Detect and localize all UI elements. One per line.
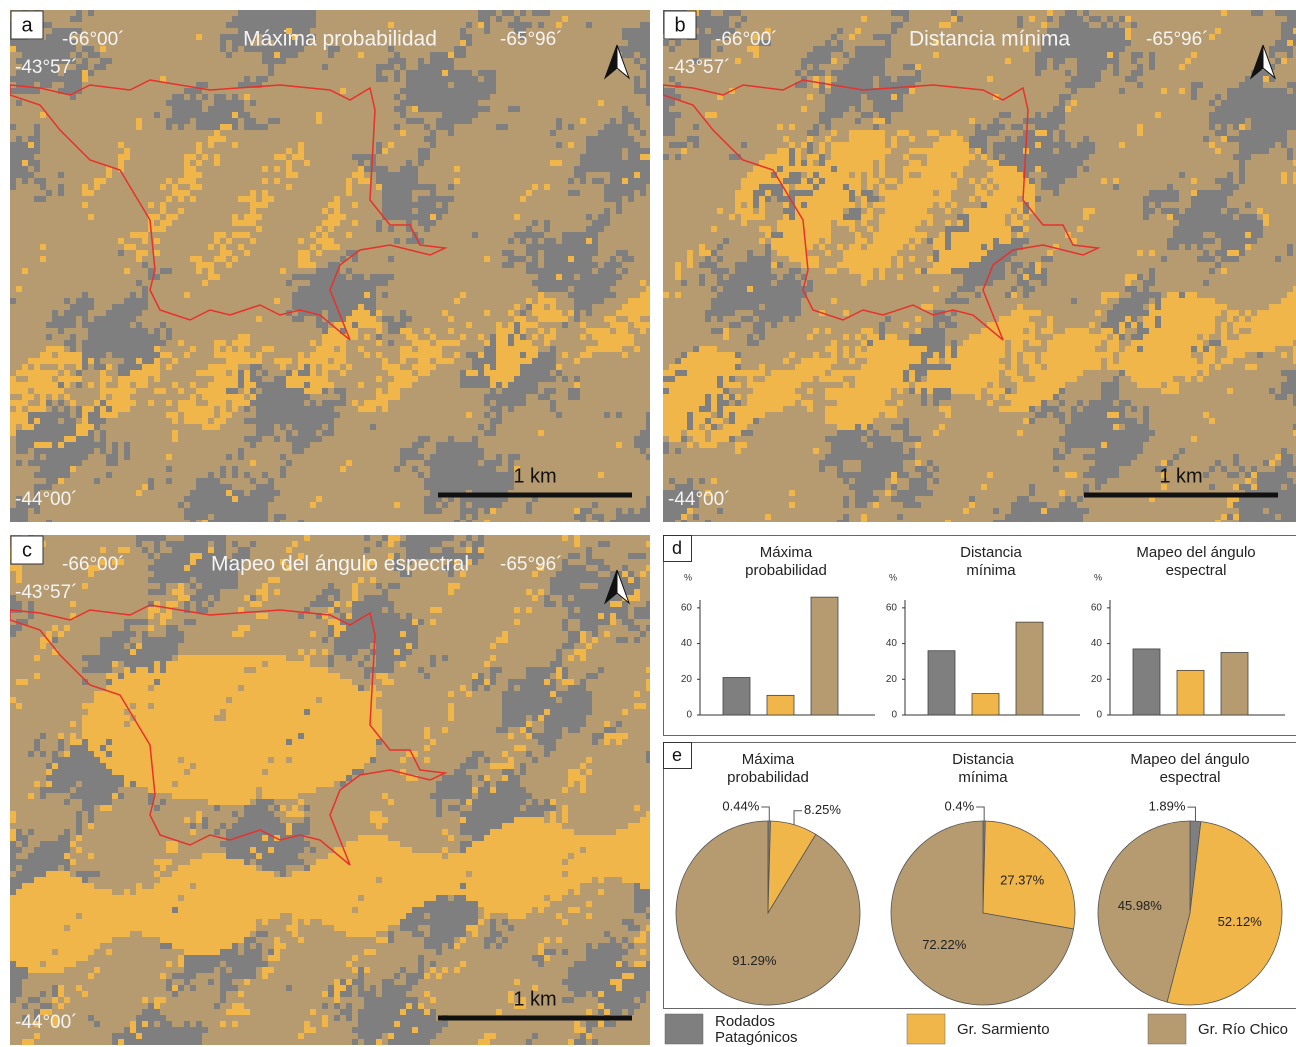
map: c -66°00´ Mapeo del ángulo espectral -65°96…: [10, 535, 652, 1045]
leader-line: [1187, 807, 1195, 821]
chart-title: Distancia mínima: [951, 544, 1031, 580]
bar: [1133, 649, 1160, 715]
y-tick-label: 0: [1096, 710, 1102, 721]
panel-label: d: [672, 538, 682, 558]
pie-slice: [676, 821, 860, 1005]
y-tick-label: 20: [681, 674, 693, 685]
latitude-label: -43°57´: [668, 57, 731, 78]
y-axis-label: %: [684, 572, 692, 582]
latitude-label: -43°57´: [15, 57, 78, 78]
data-label: 0.44%: [722, 798, 759, 813]
y-tick-label: 40: [1091, 638, 1103, 649]
y-tick-label: 0: [891, 710, 897, 721]
chart-title: Mapeo del ángulo espectral: [1121, 544, 1271, 580]
data-label: 27.37%: [1000, 872, 1045, 887]
y-tick-label: 20: [1091, 674, 1103, 685]
data-label: 91.29%: [732, 953, 777, 968]
bar: [811, 597, 838, 715]
panel-label: c: [22, 539, 32, 561]
scale-label: 1 km: [513, 988, 556, 1010]
y-tick-label: 20: [886, 674, 898, 685]
map-title: Máxima probabilidad: [243, 28, 437, 51]
longitude-label: -66°00´: [715, 29, 778, 50]
longitude-label: -65°96´: [1146, 29, 1209, 50]
bar: [723, 678, 750, 716]
longitude-label: -66°00´: [62, 554, 125, 575]
legend-label: Gr. Sarmiento: [957, 1022, 1097, 1038]
data-label: 0.4%: [945, 798, 975, 813]
data-label: 52.12%: [1218, 914, 1263, 929]
leader-line: [794, 811, 802, 825]
legend-swatch: [665, 1014, 703, 1044]
data-label: 45.98%: [1118, 898, 1163, 913]
figure-canvas: a -66°00´ Máxima probabilidad -65°96´ -43°57…: [0, 0, 1296, 1047]
chart-title: Mapeo del ángulo espectral: [1115, 751, 1265, 787]
data-label: 72.22%: [922, 937, 967, 952]
legend-label: Rodados Patagónicos: [715, 1014, 815, 1046]
y-tick-label: 60: [886, 602, 898, 613]
scale-label: 1 km: [513, 465, 556, 487]
y-tick-label: 0: [686, 710, 692, 721]
y-tick-label: 60: [1091, 602, 1103, 613]
latitude-label: -44°00´: [15, 489, 78, 510]
bar: [1177, 670, 1204, 715]
latitude-label: -44°00´: [668, 489, 731, 510]
data-label: 1.89%: [1149, 799, 1186, 814]
map-title: Mapeo del ángulo espectral: [211, 553, 469, 576]
bar: [1016, 622, 1043, 715]
map-title: Distancia mínima: [909, 28, 1070, 51]
data-label: 8.25%: [804, 802, 841, 817]
longitude-label: -65°96´: [500, 29, 563, 50]
longitude-label: -66°00´: [62, 29, 125, 50]
legend-swatch: [1148, 1014, 1186, 1044]
y-tick-label: 40: [886, 638, 898, 649]
panel-label: a: [21, 14, 33, 36]
chart-title: Distancia mínima: [943, 751, 1023, 787]
leader-line: [761, 807, 769, 821]
figure: a -66°00´ Máxima probabilidad -65°96´ -43°57…: [0, 0, 1296, 1047]
bar: [928, 651, 955, 715]
leader-line: [976, 807, 984, 821]
legend-swatch: [907, 1014, 945, 1044]
y-axis-label: %: [1094, 572, 1102, 582]
bar: [972, 694, 999, 715]
chart-title: Máxima probabilidad: [713, 751, 823, 787]
chart-title: Máxima probabilidad: [731, 544, 841, 580]
map: a -66°00´ Máxima probabilidad -65°96´ -43°57…: [10, 10, 652, 526]
latitude-label: -43°57´: [15, 582, 78, 603]
latitude-label: -44°00´: [15, 1012, 78, 1033]
longitude-label: -65°96´: [500, 554, 563, 575]
y-tick-label: 40: [681, 638, 693, 649]
panel-label: e: [672, 745, 682, 765]
y-tick-label: 60: [681, 602, 693, 613]
map: b -66°00´ Distancia mínima -65°96´ -43°57´ -4…: [663, 10, 1296, 526]
y-axis-label: %: [889, 572, 897, 582]
bar: [767, 695, 794, 715]
legend-label: Gr. Río Chico: [1198, 1022, 1296, 1038]
panel-label: b: [674, 14, 685, 36]
bar: [1221, 653, 1248, 716]
scale-label: 1 km: [1159, 465, 1202, 487]
